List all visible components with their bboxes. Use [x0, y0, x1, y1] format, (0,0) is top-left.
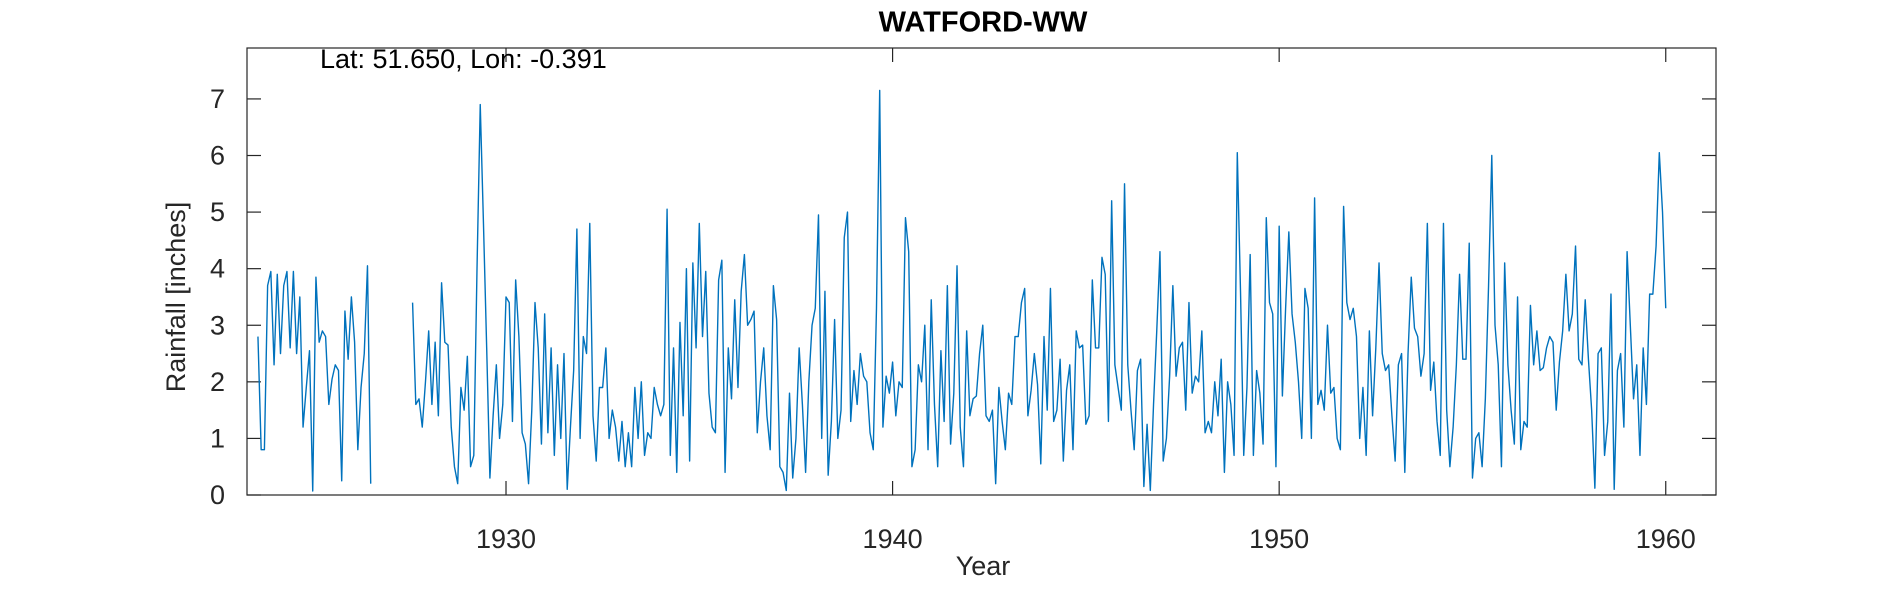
series-layer: [257, 89, 1667, 492]
y-tick-label: 4: [210, 254, 225, 284]
location-annotation: Lat: 51.650, Lon: -0.391: [320, 44, 607, 74]
plot-area-frame: [246, 47, 1717, 496]
x-tick-label: 1950: [1249, 524, 1309, 554]
x-tick-label: 1960: [1636, 524, 1696, 554]
chart-title: WATFORD-WW: [879, 7, 1088, 39]
y-tick-label: 2: [210, 367, 225, 397]
y-tick-label: 7: [210, 84, 225, 114]
rainfall-series-line: [257, 265, 372, 492]
x-axis-label: Year: [956, 551, 1011, 581]
x-axis-ticks: 1930 1940 1950 1960: [476, 48, 1696, 554]
y-axis-ticks: 0 1 2 3 4 5 6 7: [210, 84, 1716, 510]
x-tick-label: 1930: [476, 524, 536, 554]
y-axis-label: Rainfall [inches]: [161, 202, 191, 393]
y-tick-label: 6: [210, 141, 225, 171]
x-tick-label: 1940: [863, 524, 923, 554]
y-tick-label: 1: [210, 423, 225, 453]
y-tick-label: 0: [210, 480, 225, 510]
y-tick-label: 5: [210, 197, 225, 227]
y-tick-label: 3: [210, 310, 225, 340]
rainfall-series-line: [411, 89, 1667, 492]
